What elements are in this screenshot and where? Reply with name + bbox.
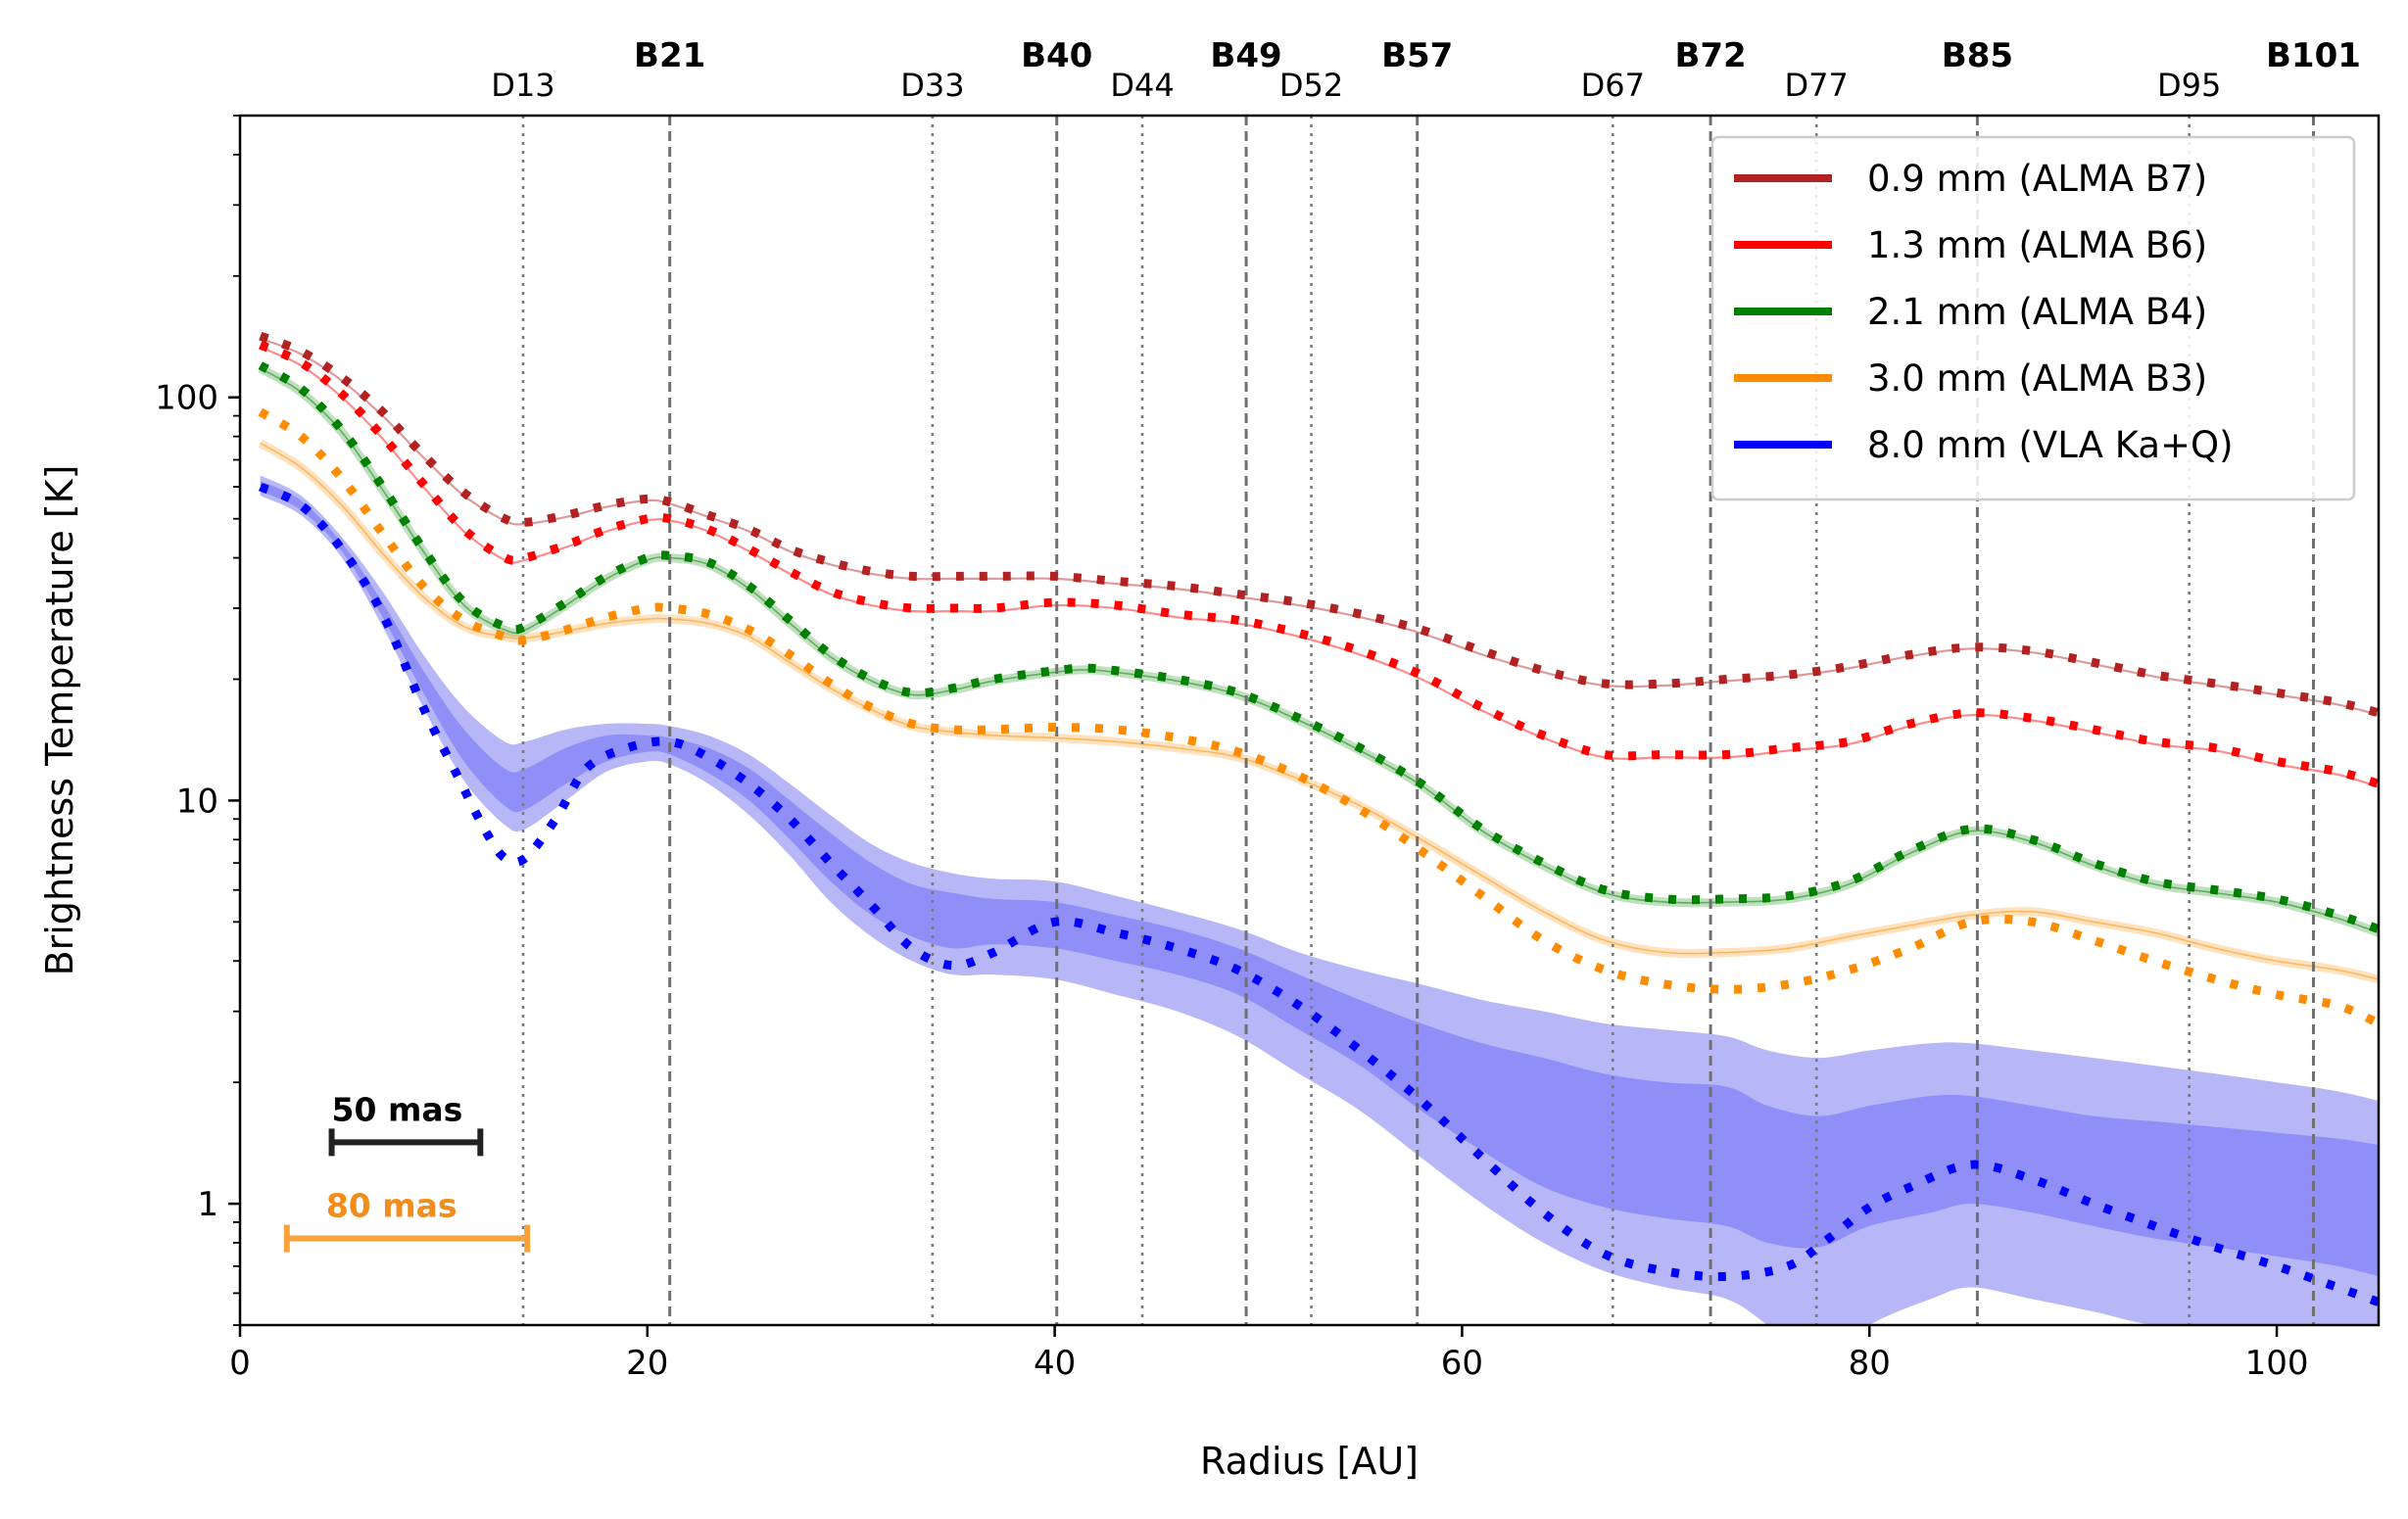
- annotation-label-b72: B72: [1674, 36, 1746, 75]
- x-tick-label-20: 20: [626, 1344, 668, 1383]
- annotation-label-d44: D44: [1110, 67, 1174, 104]
- series-0-9-mm-alma-b7: [259, 331, 2379, 718]
- annotation-label-d13: D13: [491, 67, 554, 104]
- uncertainty-bands: [260, 475, 2379, 1325]
- x-tick-label-0: 0: [229, 1344, 251, 1383]
- x-axis-label: Radius [AU]: [1200, 1440, 1419, 1483]
- y-tick-label-100: 100: [155, 379, 218, 418]
- annotation-label-d33: D33: [900, 67, 964, 104]
- legend-label-1-3-mm-alma-b6: 1.3 mm (ALMA B6): [1867, 224, 2207, 266]
- annotation-label-b85: B85: [1942, 36, 2013, 75]
- annotation-label-b49: B49: [1210, 36, 1281, 75]
- 3-0-mm-model-line: [260, 442, 2379, 980]
- axes: 0 20 40 60 80 100 1 10 100 Radius [AU] Brightne…: [38, 114, 2381, 1483]
- annotation-label-d95: D95: [2157, 67, 2221, 104]
- 8-0-mm-inner-band: [260, 481, 2379, 1277]
- 3-0-mm-model-band: [258, 439, 2379, 984]
- x-axis-ticks: 0 20 40 60 80 100: [229, 1325, 2309, 1383]
- legend-label-8-0-mm-vla-ka-q: 8.0 mm (VLA Ka+Q): [1867, 424, 2234, 466]
- x-tick-label-80: 80: [1849, 1344, 1891, 1383]
- scale-bar-label-80-mas: 80 mas: [326, 1187, 458, 1225]
- y-axis-label: Brightness Temperature [K]: [38, 465, 81, 976]
- y-tick-label-1: 1: [197, 1185, 218, 1224]
- annotation-label-b21: B21: [634, 36, 705, 75]
- x-tick-label-60: 60: [1441, 1344, 1483, 1383]
- annotation-label-b101: B101: [2266, 36, 2361, 75]
- y-tick-label-10: 10: [176, 782, 218, 821]
- annotation-label-b40: B40: [1021, 36, 1092, 75]
- annotation-label-b57: B57: [1381, 36, 1453, 75]
- series-2-1-mm-alma-b4: [258, 361, 2379, 933]
- annotation-label-d52: D52: [1279, 67, 1343, 104]
- annotation-label-d77: D77: [1785, 67, 1849, 104]
- legend-label-0-9-mm-alma-b7: 0.9 mm (ALMA B7): [1867, 158, 2207, 200]
- 1-3-mm-model-band: [260, 346, 2379, 788]
- scale-bar-label-50-mas: 50 mas: [332, 1090, 463, 1128]
- x-tick-label-40: 40: [1034, 1344, 1076, 1383]
- x-tick-label-100: 100: [2245, 1344, 2309, 1383]
- legend: 0.9 mm (ALMA B7) 1.3 mm (ALMA B6) 2.1 mm (…: [1710, 135, 2356, 501]
- data-series: [258, 331, 2379, 1306]
- beam-scale-bars: 50 mas 80 mas: [283, 1090, 531, 1253]
- series-3-0-mm-alma-b3: [258, 407, 2379, 1028]
- legend-label-3-0-mm-alma-b3: 3.0 mm (ALMA B3): [1867, 357, 2207, 400]
- legend-box: [1710, 135, 2356, 501]
- legend-label-2-1-mm-alma-b4: 2.1 mm (ALMA B4): [1867, 291, 2207, 333]
- y-axis-ticks: 1 10 100: [155, 115, 240, 1326]
- annotation-label-d67: D67: [1581, 67, 1645, 104]
- plot-frame: [238, 114, 2381, 1327]
